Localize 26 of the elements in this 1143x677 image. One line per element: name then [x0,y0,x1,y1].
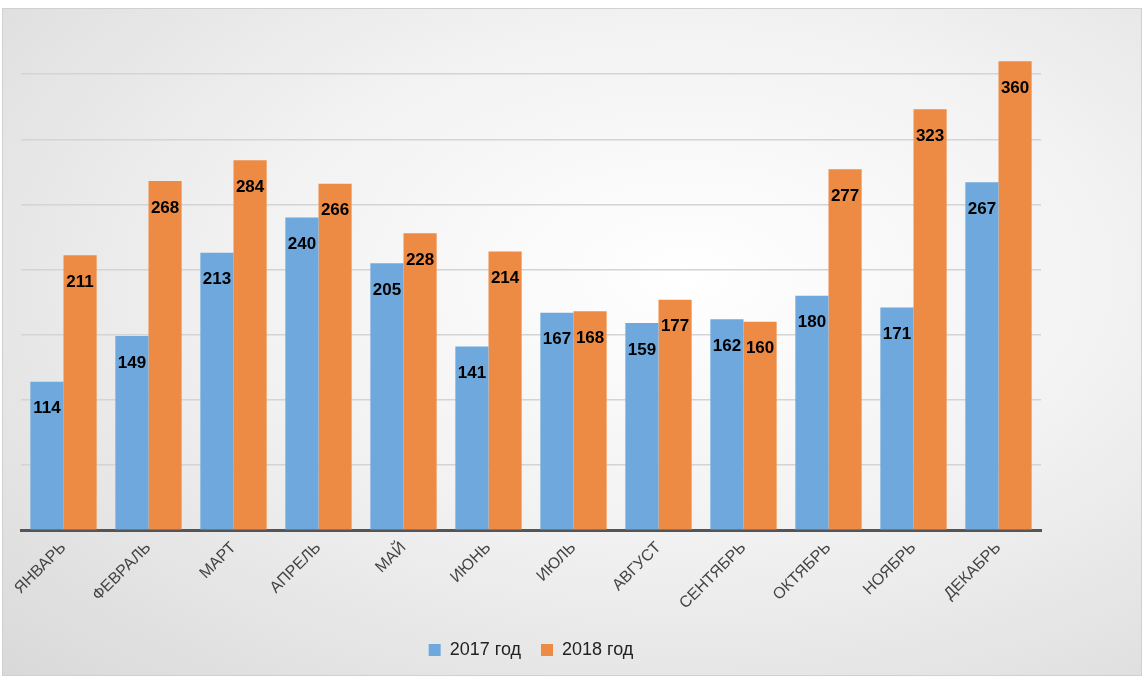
data-label: 168 [575,328,605,348]
data-label: 141 [457,363,487,383]
legend-label: 2017 год [449,638,522,659]
data-label: 149 [117,352,147,372]
data-label: 167 [542,329,572,349]
legend-label: 2018 год [562,638,634,659]
data-label: 266 [320,200,350,220]
data-label: 228 [405,249,435,269]
data-label: 214 [490,268,520,288]
data-label: 213 [202,269,232,289]
data-label: 171 [882,324,912,344]
data-label: 205 [372,279,402,299]
data-label: 267 [967,199,997,219]
data-label: 284 [235,176,265,196]
data-label: 114 [33,398,62,418]
data-label: 211 [66,272,94,292]
data-label: 277 [830,185,860,205]
data-label: 160 [745,338,775,358]
data-label: 240 [287,234,317,254]
data-label: 180 [797,312,827,332]
data-label: 323 [915,126,945,146]
data-label: 177 [660,316,690,336]
data-label: 159 [627,339,657,359]
data-label: 162 [712,335,742,355]
data-label: 268 [150,197,180,217]
data-label: 360 [1000,77,1030,97]
